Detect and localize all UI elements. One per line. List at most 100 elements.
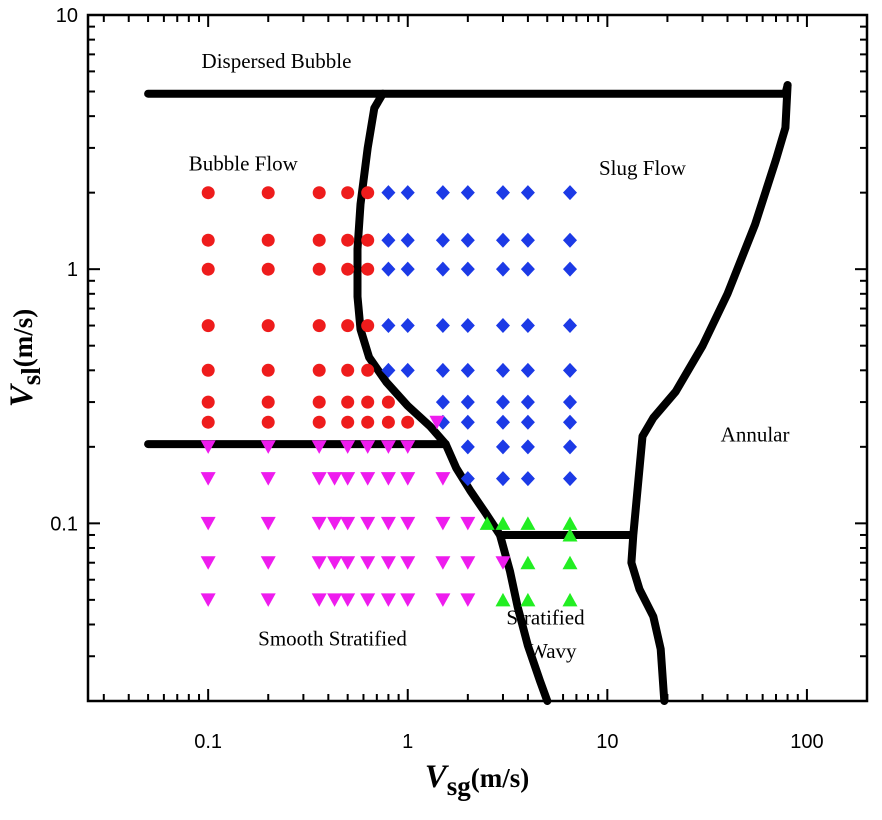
point-circle	[361, 233, 375, 247]
point-circle	[401, 415, 415, 429]
point-circle	[381, 415, 395, 429]
point-triangle-down	[311, 593, 327, 607]
point-diamond	[435, 261, 450, 277]
point-triangle-down	[360, 556, 376, 570]
point-triangle-down	[360, 440, 376, 454]
x-axis-title: Vsg(m/s)	[425, 759, 530, 801]
point-triangle-down	[360, 593, 376, 607]
point-triangle-down	[380, 472, 396, 486]
point-diamond	[460, 232, 475, 248]
x-tick-label: 10	[596, 731, 618, 753]
point-circle	[261, 319, 275, 333]
x-tick-label: 0.1	[194, 731, 222, 753]
point-diamond	[381, 261, 396, 277]
point-diamond	[400, 232, 415, 248]
point-triangle-down	[460, 516, 476, 531]
point-circle	[201, 363, 215, 377]
point-diamond	[495, 318, 510, 334]
point-triangle-down	[311, 440, 327, 454]
point-circle	[261, 186, 275, 200]
point-triangle-down	[260, 516, 276, 531]
point-diamond	[435, 394, 450, 410]
point-circle	[361, 363, 375, 377]
boundary-lines	[144, 81, 792, 705]
point-diamond	[520, 394, 535, 410]
point-triangle-up	[479, 516, 495, 530]
point-circle	[312, 233, 326, 247]
point-diamond	[381, 362, 396, 378]
point-triangle-up	[495, 592, 511, 607]
point-diamond	[520, 185, 535, 201]
point-diamond	[520, 471, 535, 487]
point-triangle-down	[435, 593, 451, 607]
point-diamond	[460, 414, 475, 430]
point-triangle-down	[311, 516, 327, 531]
point-diamond	[400, 261, 415, 277]
point-triangle-down	[380, 440, 396, 454]
point-circle	[361, 186, 375, 200]
point-triangle-down	[435, 472, 451, 486]
point-circle	[361, 395, 375, 409]
x-tick-label: 100	[790, 731, 823, 753]
point-circle	[312, 363, 326, 377]
point-circle	[312, 186, 326, 200]
point-diamond	[435, 362, 450, 378]
point-triangle-up	[495, 516, 511, 530]
point-diamond	[460, 439, 475, 455]
point-triangle-down	[200, 593, 216, 607]
point-triangle-down	[435, 516, 451, 531]
point-circle	[341, 395, 355, 409]
point-triangle-down	[311, 472, 327, 486]
point-diamond	[495, 394, 510, 410]
region-label-bubble-flow: Bubble Flow	[189, 151, 299, 175]
region-label-wavy: Wavy	[528, 639, 577, 663]
point-triangle-down	[260, 556, 276, 570]
point-diamond	[495, 471, 510, 487]
point-triangle-up	[562, 555, 578, 570]
series-circle	[201, 186, 415, 429]
region-label-annular: Annular	[721, 422, 790, 446]
point-triangle-down	[400, 556, 416, 570]
point-diamond	[495, 362, 510, 378]
point-diamond	[562, 471, 577, 487]
point-circle	[201, 395, 215, 409]
point-triangle-down	[200, 440, 216, 454]
point-triangle-down	[260, 440, 276, 454]
point-diamond	[520, 261, 535, 277]
y-tick-label: 1	[67, 259, 78, 281]
point-triangle-down	[200, 472, 216, 486]
point-circle	[312, 319, 326, 333]
point-circle	[312, 415, 326, 429]
point-circle	[201, 233, 215, 247]
point-circle	[341, 319, 355, 333]
point-diamond	[520, 362, 535, 378]
point-triangle-down	[435, 556, 451, 570]
slug-annular-boundary	[627, 81, 792, 705]
point-triangle-down	[400, 593, 416, 607]
point-triangle-down	[340, 593, 356, 607]
point-circle	[201, 186, 215, 200]
point-triangle-down	[340, 440, 356, 454]
point-circle	[361, 262, 375, 276]
point-circle	[312, 262, 326, 276]
point-circle	[361, 319, 375, 333]
point-diamond	[562, 439, 577, 455]
point-triangle-down	[200, 516, 216, 531]
point-triangle-down	[495, 556, 511, 570]
point-triangle-down	[460, 556, 476, 570]
point-circle	[261, 363, 275, 377]
point-diamond	[495, 261, 510, 277]
point-triangle-down	[327, 593, 343, 607]
point-triangle-down	[400, 440, 416, 454]
point-triangle-down	[311, 556, 327, 570]
point-circle	[312, 395, 326, 409]
point-diamond	[460, 185, 475, 201]
series-triangle-up	[479, 516, 578, 607]
point-triangle-down	[327, 516, 343, 531]
point-circle	[201, 319, 215, 333]
point-triangle-down	[327, 556, 343, 570]
bubble-slug-boundary	[353, 89, 552, 705]
point-diamond	[520, 439, 535, 455]
point-diamond	[495, 232, 510, 248]
